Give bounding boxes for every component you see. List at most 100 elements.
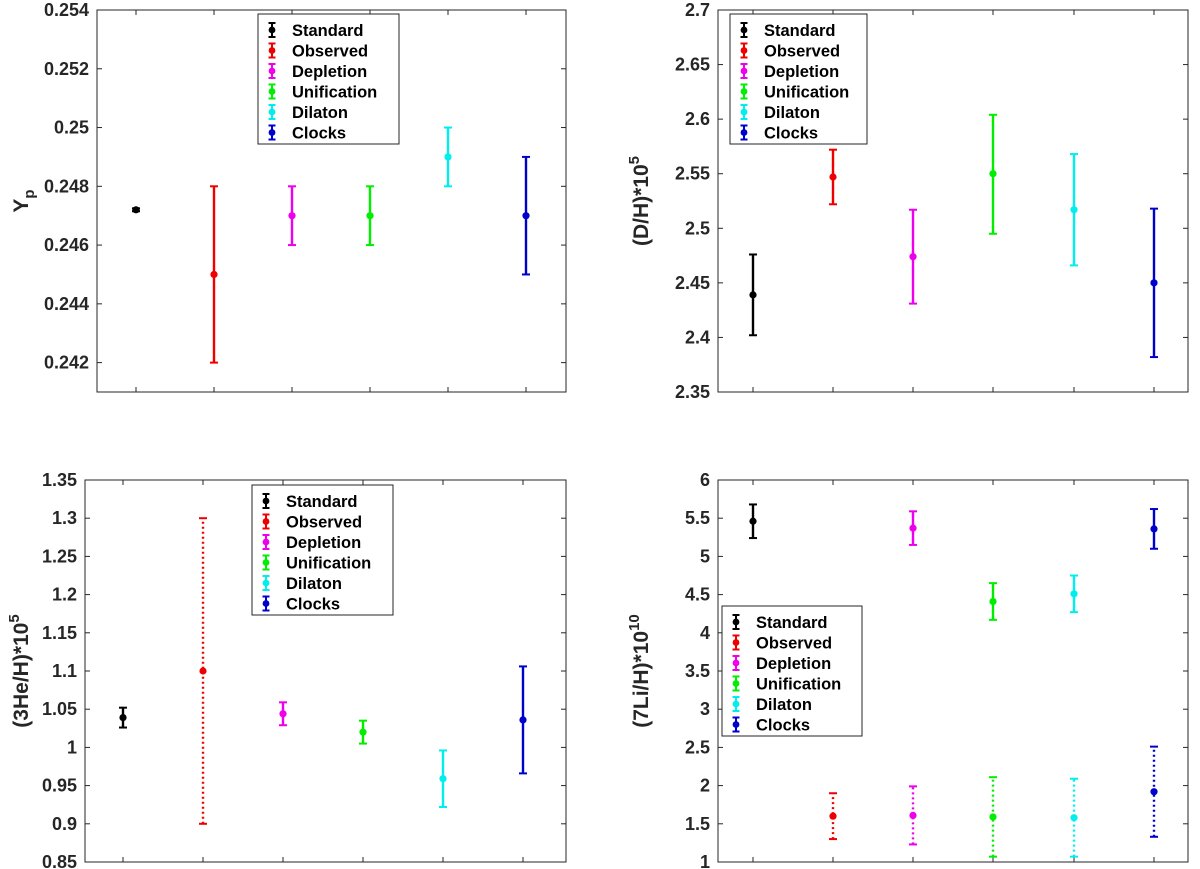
panel-bottom-right-legend-box bbox=[721, 605, 863, 737]
panel-top-left-legend-observed-marker bbox=[268, 47, 276, 54]
panel-bottom-right-clocks-point bbox=[1150, 525, 1158, 533]
panel-top-right-standard-point bbox=[749, 291, 757, 299]
panel-bottom-right-legend-unification-label: Unification bbox=[756, 676, 841, 694]
panel-bottom-right-legend-observed-marker bbox=[732, 639, 740, 646]
panel-bottom-right-legend-depletion-label: Depletion bbox=[756, 655, 831, 673]
panel-bottom-left-legend-depletion-label: Depletion bbox=[286, 534, 361, 552]
panel-top-right-legend-dilaton-marker bbox=[740, 108, 748, 116]
panel-bottom-left-legend-observed-label: Observed bbox=[286, 514, 362, 532]
panel-top-left-legend-unification-label: Unification bbox=[292, 84, 377, 102]
panel-bottom-right-dilaton-point bbox=[1070, 590, 1078, 598]
panel-bottom-right-ylabel-superscript: 10 bbox=[626, 614, 643, 631]
panel-top-right-ytick-label: 2.4 bbox=[685, 327, 710, 347]
panel-bottom-right-ytick-label: 1.5 bbox=[685, 814, 710, 834]
panel-top-left-ylabel-subscript: p bbox=[21, 189, 38, 198]
panel-bottom-right-legend-standard-marker bbox=[732, 618, 740, 626]
panel-top-left-legend-observed-label: Observed bbox=[292, 43, 368, 61]
panel-top-right-axes-box bbox=[717, 9, 1189, 393]
panel-top-right-legend-unification-label: Unification bbox=[764, 84, 849, 102]
panel-top-right-legend: Standard Observed Depletion Unification Dila… bbox=[729, 13, 868, 145]
panel-bottom-right-legend-clocks-marker bbox=[732, 721, 740, 728]
panel-bottom-left-depletion-point bbox=[279, 710, 287, 718]
panel-bottom-left-legend: Standard Observed Depletion Unification Dila… bbox=[251, 484, 394, 616]
panel-top-right-legend-depletion-label: Depletion bbox=[764, 63, 839, 81]
panel-top-right-ytick-label: 2.6 bbox=[685, 109, 710, 129]
panel-top-right-observed-point bbox=[829, 173, 837, 181]
panel-bottom-left-legend-depletion-marker bbox=[262, 538, 270, 546]
panel-bottom-right-clocks-dotted-point bbox=[1150, 788, 1158, 796]
panel-top-right-legend-observed-label: Observed bbox=[764, 43, 840, 61]
panel-top-left-dilaton-point bbox=[444, 153, 452, 161]
panel-bottom-right-ytick-label: 6 bbox=[700, 470, 710, 490]
panel-top-right-ytick-label: 2.65 bbox=[675, 55, 710, 75]
panel-top-right-legend-box bbox=[729, 13, 868, 145]
panel-bottom-left-ytick-label: 1.35 bbox=[42, 470, 77, 490]
panel-bottom-right-observed-dotted-point bbox=[829, 812, 837, 820]
panel-top-left-ytick-label: 0.244 bbox=[44, 294, 89, 314]
panel-top-right-legend-unification-marker bbox=[740, 88, 748, 95]
panel-top-right-legend-standard-label: Standard bbox=[764, 22, 836, 40]
panel-bottom-left-standard-point bbox=[119, 714, 127, 722]
panel-bottom-right-ytick-label: 4 bbox=[700, 623, 710, 643]
panel-bottom-right-legend-observed-label: Observed bbox=[756, 635, 832, 653]
panel-bottom-left-legend-clocks-label: Clocks bbox=[286, 596, 340, 614]
panel-bottom-right-ytick-label: 2 bbox=[700, 776, 710, 796]
panel-bottom-left-legend-dilaton-marker bbox=[262, 579, 270, 587]
panel-top-right-legend-depletion-marker bbox=[740, 67, 748, 75]
panel-bottom-left-ytick-label: 1.3 bbox=[52, 508, 77, 528]
panel-top-left-axes-box bbox=[96, 9, 567, 393]
panel-bottom-right-ytick-label: 3.5 bbox=[685, 661, 710, 681]
panel-bottom-right-ytick-label: 5 bbox=[700, 546, 710, 566]
panel-bottom-right-ytick-label: 5.5 bbox=[685, 508, 710, 528]
panel-bottom-left-legend-standard-marker bbox=[262, 497, 270, 505]
panel-bottom-left-observed-dotted-point bbox=[199, 667, 207, 675]
panel-top-right-dilaton-point bbox=[1070, 206, 1078, 214]
panel-top-left-legend-depletion-label: Depletion bbox=[292, 63, 367, 81]
panel-bottom-right-legend-clocks-label: Clocks bbox=[756, 717, 810, 735]
panel-top-right-ylabel: (D/H)*105 bbox=[626, 156, 653, 246]
panel-bottom-right-legend-unification-marker bbox=[732, 680, 740, 687]
panel-bottom-left-ytick-label: 1.25 bbox=[42, 546, 77, 566]
panel-top-right-ytick-label: 2.35 bbox=[675, 382, 710, 402]
panel-bottom-right-standard-point bbox=[749, 517, 757, 525]
panel-top-right: 2.35 2.4 2.45 2.5 2.55 2.6 2.65 2.7 (D/H)*105 Sta… bbox=[626, 0, 1189, 402]
panel-bottom-right: 1 1.5 2 2.5 3 3.5 4 4.5 5 5.5 6 (7Li/H)*1010 Standar… bbox=[626, 470, 1189, 869]
panel-bottom-left-dilaton-point bbox=[439, 775, 447, 783]
panel-top-right-ytick-label: 2.55 bbox=[675, 164, 710, 184]
panel-top-right-ylabel-superscript: 5 bbox=[626, 156, 643, 164]
panel-top-left-unification-point bbox=[366, 212, 374, 220]
panel-bottom-right-ytick-label: 4.5 bbox=[685, 585, 710, 605]
panel-top-left-ytick-label: 0.254 bbox=[44, 0, 89, 20]
panel-bottom-left-legend-unification-marker bbox=[262, 559, 270, 566]
panel-bottom-right-depletion-point bbox=[909, 524, 917, 532]
panel-top-left-legend-dilaton-label: Dilaton bbox=[292, 104, 348, 122]
panel-top-right-unification-point bbox=[989, 170, 997, 178]
panel-top-right-legend-clocks-label: Clocks bbox=[764, 125, 818, 143]
panel-bottom-left: 0.85 0.9 0.95 1 1.05 1.1 1.15 1.2 1.25 1.3 1.35 (3H… bbox=[6, 470, 567, 869]
panel-bottom-right-ytick-label: 2.5 bbox=[685, 737, 710, 757]
panel-bottom-left-legend-dilaton-label: Dilaton bbox=[286, 575, 342, 593]
panel-top-right-clocks-point bbox=[1150, 279, 1158, 287]
panel-bottom-right-unification-point bbox=[989, 597, 997, 606]
panel-bottom-left-legend-standard-label: Standard bbox=[286, 493, 358, 511]
panel-bottom-left-ylabel: (3He/H)*105 bbox=[6, 614, 33, 727]
panel-top-right-ytick-label: 2.45 bbox=[675, 273, 710, 293]
panel-bottom-right-legend-depletion-marker bbox=[732, 659, 740, 667]
panel-bottom-left-legend-box bbox=[251, 484, 394, 616]
panel-top-right-ytick-label: 2.7 bbox=[685, 0, 710, 20]
panel-bottom-right-unification-dotted-point bbox=[989, 813, 997, 821]
panel-bottom-left-legend-unification-label: Unification bbox=[286, 555, 371, 573]
panel-bottom-right-ylabel: (7Li/H)*1010 bbox=[626, 614, 653, 728]
panel-top-right-ytick-label: 2.5 bbox=[685, 218, 710, 238]
panel-bottom-left-legend-clocks-marker bbox=[262, 600, 270, 607]
panel-bottom-right-legend-dilaton-marker bbox=[732, 700, 740, 708]
panel-top-left-ytick-label: 0.242 bbox=[44, 353, 89, 373]
panel-top-left-legend-unification-marker bbox=[268, 88, 276, 95]
panel-bottom-right-legend: Standard Observed Depletion Unification Dila… bbox=[721, 605, 863, 737]
panel-top-left-ytick-label: 0.252 bbox=[44, 59, 89, 79]
panel-bottom-right-dilaton-dotted-point bbox=[1070, 814, 1078, 822]
panel-bottom-left-ytick-label: 1.2 bbox=[52, 585, 77, 605]
panel-top-left-ylabel: Yp bbox=[10, 189, 38, 212]
panel-bottom-left-legend-observed-marker bbox=[262, 518, 270, 525]
